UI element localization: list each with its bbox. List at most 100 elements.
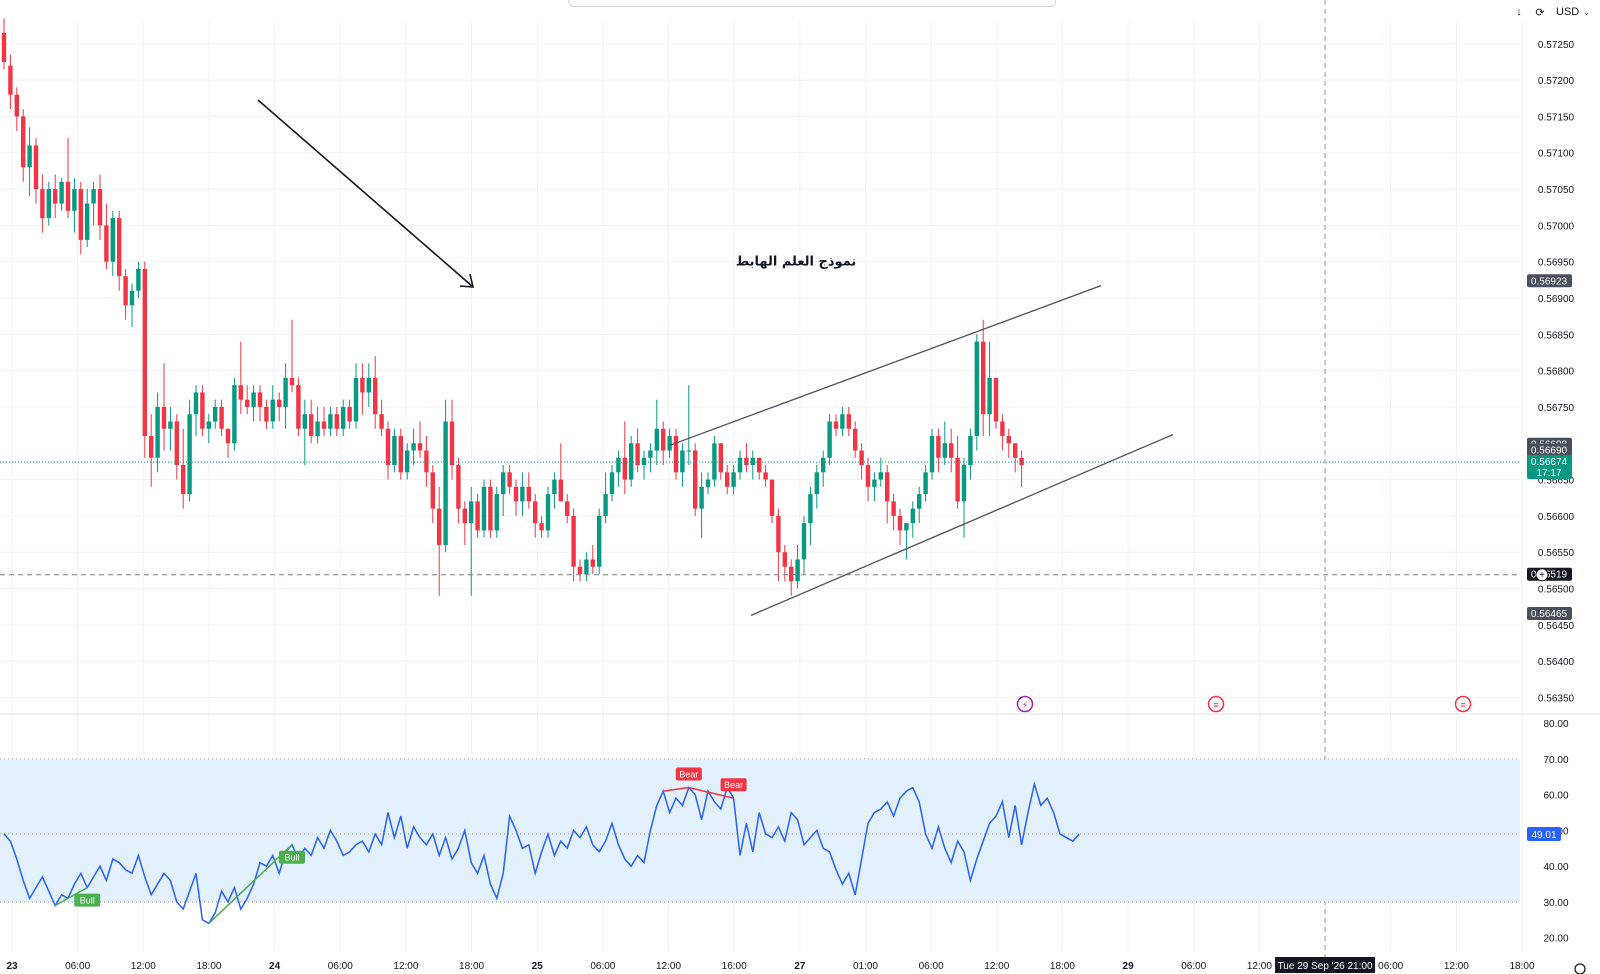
price-tick-label: 0.57250: [1538, 40, 1575, 51]
candle-body: [584, 559, 589, 574]
currency-dropdown[interactable]: USD ⌄: [1550, 2, 1596, 22]
candle-body: [123, 276, 128, 306]
candle-body: [142, 268, 147, 436]
divergence-line: [208, 844, 293, 924]
candle-body: [718, 443, 723, 473]
candle-body: [795, 559, 800, 582]
candle-body: [1000, 421, 1005, 436]
candle-body: [808, 494, 813, 524]
price-tag-box: [1527, 274, 1572, 288]
candle-body: [846, 414, 851, 429]
candle-body: [353, 377, 359, 422]
price-tag-label: 0.56465: [1531, 609, 1568, 620]
candle-body: [545, 494, 551, 531]
time-tick-label: 18:00: [1509, 961, 1534, 972]
rsi-tick-label: 30.00: [1543, 898, 1568, 909]
economic-event-icon-glyph: ⚡: [1022, 700, 1028, 710]
candle-body: [885, 472, 890, 502]
divergence-label: Bull: [284, 853, 299, 863]
arrow-down-icon: ↓: [1516, 6, 1522, 18]
time-tick-label: 16:00: [722, 961, 747, 972]
economic-event-icon: [1016, 695, 1034, 713]
price-tag-label: 0.56519: [1531, 570, 1568, 581]
channel-upper-line: [669, 285, 1102, 447]
divergence-line: [688, 786, 734, 799]
candle-body: [257, 392, 263, 407]
time-tick-label: 06:00: [1181, 961, 1206, 972]
candle-body: [872, 479, 877, 487]
price-tick-label: 0.57150: [1538, 112, 1575, 123]
candle-body: [155, 406, 160, 458]
candle-body: [904, 523, 909, 531]
download-button[interactable]: ↓: [1509, 2, 1529, 22]
candle-body: [366, 377, 371, 393]
candle-body: [475, 501, 480, 531]
trend-arrow: [257, 99, 473, 287]
candle-body: [789, 566, 794, 582]
price-tick-label: 0.57200: [1538, 76, 1575, 87]
candle-body: [168, 421, 173, 429]
candle-body: [385, 428, 391, 466]
candle-body: [891, 501, 896, 516]
time-tick-label: 12:00: [984, 961, 1009, 972]
candle-body: [949, 443, 954, 458]
candle-body: [520, 486, 525, 502]
crosshair-time-box: [1275, 957, 1376, 973]
candle-body: [955, 457, 960, 502]
candle-body: [449, 421, 455, 466]
candle-body: [417, 443, 423, 451]
candle-body: [85, 203, 90, 240]
candle-body: [174, 421, 179, 466]
candle-body: [539, 523, 544, 531]
candle-body: [341, 406, 346, 429]
trend-arrow-head: [459, 273, 475, 288]
sync-button[interactable]: ⟳: [1530, 2, 1550, 22]
candle-body: [1006, 436, 1011, 444]
candle-body: [821, 457, 826, 473]
price-tick-label: 0.56950: [1538, 258, 1575, 269]
candle-body: [597, 515, 602, 567]
symbol-search-box[interactable]: [568, 0, 1056, 7]
price-tag-label: 0.56690: [1531, 446, 1568, 457]
candle-body: [609, 472, 615, 495]
candle-body: [245, 399, 250, 407]
candle-body: [334, 414, 339, 429]
candle-body: [72, 189, 77, 211]
candle-body: [405, 450, 410, 473]
candle-body: [46, 189, 51, 219]
time-tick-label: 06:00: [919, 961, 944, 972]
candle-body: [270, 399, 275, 422]
candle-body: [526, 486, 531, 502]
candle-body: [411, 443, 416, 451]
pattern-annotation: نموذج العلم الهابط: [736, 254, 857, 269]
candle-body: [213, 406, 218, 422]
time-tick-label: 18:00: [196, 961, 221, 972]
candle-body: [392, 436, 397, 466]
time-tick-label: 18:00: [459, 961, 484, 972]
candle-body: [923, 472, 928, 495]
time-tick-label: 06:00: [65, 961, 90, 972]
candle-body: [296, 385, 301, 429]
time-tick-label: 06:00: [590, 961, 615, 972]
candle-body: [277, 399, 282, 407]
candle-body: [373, 377, 378, 415]
time-tick-label: 25: [532, 961, 544, 972]
candle-body: [801, 523, 807, 560]
price-tick-label: 0.56900: [1538, 294, 1575, 305]
price-tick-label: 0.56550: [1538, 548, 1575, 559]
candle-body: [833, 421, 839, 429]
price-tick-label: 0.57100: [1538, 149, 1575, 160]
candle-body: [424, 450, 429, 473]
candle-body: [443, 421, 448, 545]
divergence-line: [54, 886, 88, 907]
candle-body: [635, 443, 640, 466]
price-tick-label: 0.56450: [1538, 621, 1575, 632]
candle-body: [225, 428, 231, 444]
price-tick-label: 0.56500: [1538, 585, 1575, 596]
candle-body: [398, 436, 403, 473]
candle-body: [149, 436, 154, 458]
candle-body: [181, 465, 186, 495]
candle-body: [97, 189, 103, 226]
